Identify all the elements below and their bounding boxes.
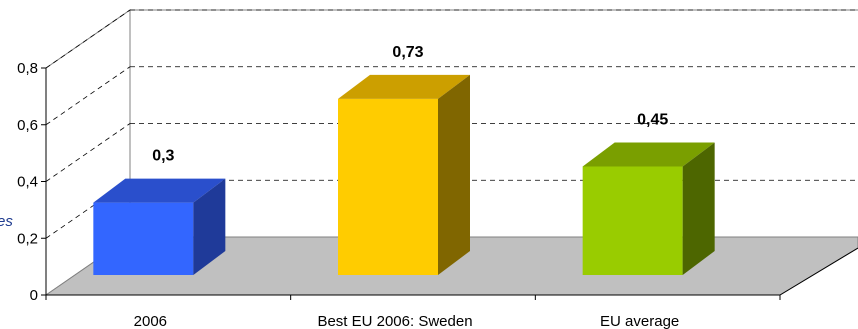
value-label: 0,73 [392,44,423,61]
y-tick-label: 0,4 [17,174,38,191]
left-edge-text-fragment: es [0,213,13,230]
x-axis-ticks [45,295,781,300]
category-label: 2006 [134,313,167,329]
bar [338,74,470,275]
value-labels: 0,3 0,73 0,45 [152,44,668,165]
value-label: 0,45 [637,111,668,128]
bar [93,178,226,275]
bar-front [93,202,194,275]
bars [93,74,715,275]
y-tick-label: 0,2 [17,230,38,247]
y-axis-ticks: 0 0,2 0,4 0,6 0,8 [17,60,46,304]
category-label: EU average [600,313,679,329]
bar-side [438,74,470,275]
bar-top [93,178,226,203]
gridline-diagonal [45,66,131,126]
value-label: 0,3 [152,148,174,165]
bar-top [582,142,715,167]
gridline-diagonal [45,123,131,182]
bar-side [682,142,715,275]
bar [582,142,715,275]
y-tick-label: 0,8 [17,60,38,77]
bar-front [338,98,438,275]
y-tick-label: 0,6 [17,117,38,134]
category-labels: 2006 Best EU 2006: Sweden EU average [134,313,680,329]
y-tick-label: 0 [30,287,38,304]
bar-front [582,166,683,275]
x-axis-depth-line [779,247,858,296]
gridline-diagonal [45,9,131,69]
bar-top [338,74,470,99]
category-label: Best EU 2006: Sweden [317,313,472,329]
bar-side [193,178,226,275]
